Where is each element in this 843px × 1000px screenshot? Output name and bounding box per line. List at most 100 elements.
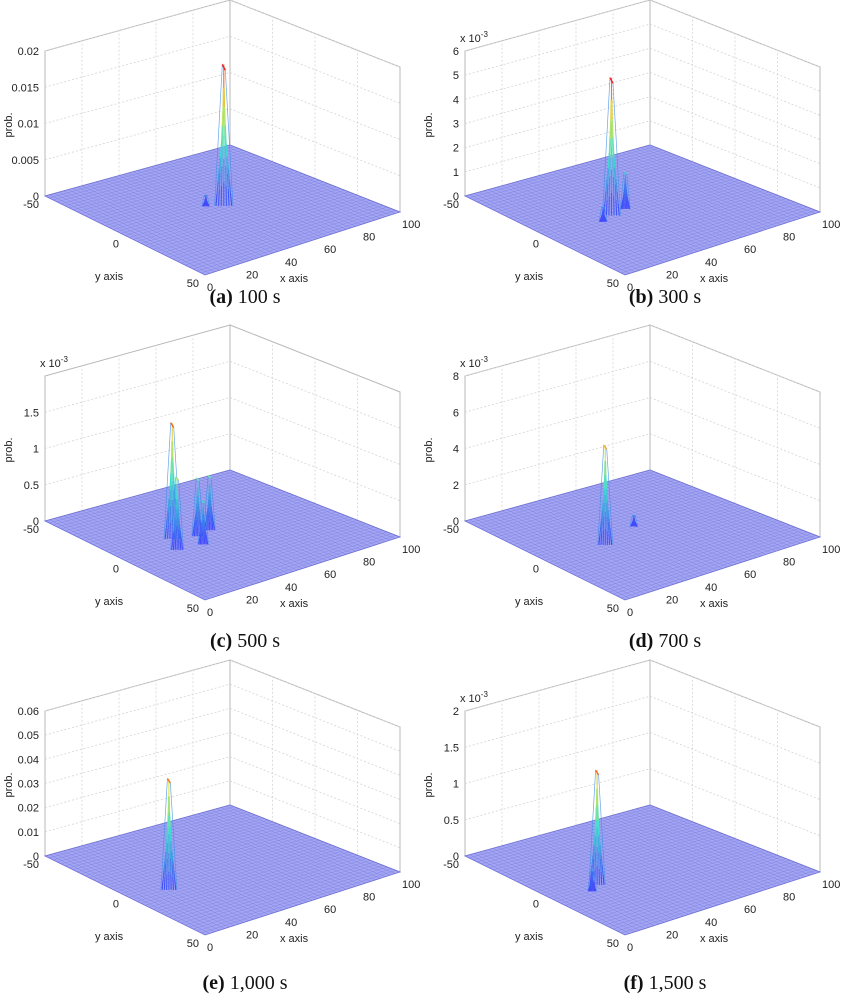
- z-tick-label: 6: [453, 46, 459, 58]
- z-tick-label: 0: [33, 516, 39, 528]
- z-tick-label: 4: [453, 94, 459, 106]
- panel-label: (e): [202, 972, 225, 994]
- x-tick-label: 40: [705, 257, 717, 269]
- y-tick-label: 0: [113, 239, 119, 251]
- x-tick-label: 60: [744, 244, 756, 256]
- y-tick-label: 0: [113, 564, 119, 576]
- z-gridline: [464, 23, 821, 92]
- x-tick-label: 20: [666, 594, 678, 606]
- x-axis-label: x axis: [700, 598, 729, 610]
- x-tick-label: 20: [666, 929, 678, 941]
- y-tick-label: 50: [187, 603, 199, 615]
- x-tick-label: 80: [783, 892, 795, 904]
- surface-plot-e: 0 0.01 0.02 0.03 0.04 0.05 0.06 0 20 40 60 80 100 -50…: [3, 659, 420, 954]
- z-tick-label: 0.05: [18, 730, 39, 742]
- y-tick-label: 50: [187, 938, 199, 950]
- x-tick-label: 20: [246, 929, 258, 941]
- y-tick-label: -50: [23, 859, 39, 871]
- peak: [588, 769, 606, 885]
- x-tick-label: 100: [822, 219, 840, 231]
- panel-label: (f): [623, 972, 644, 994]
- x-tick-label: 80: [783, 232, 795, 244]
- peak: [587, 868, 597, 892]
- z-axis-label: prob.: [423, 437, 435, 462]
- z-gridline: [44, 397, 401, 465]
- z-tick-label: 5: [453, 70, 459, 82]
- x-tick-label: 60: [324, 244, 336, 256]
- panel-caption: (b) 300 s: [515, 286, 815, 309]
- peak: [620, 172, 631, 210]
- z-exponent-label: x 10-3: [460, 690, 488, 705]
- x-axis-label: x axis: [700, 273, 729, 285]
- x-tick-label: 80: [363, 232, 375, 244]
- z-gridline: [464, 397, 821, 465]
- z-exponent-label: x 10-3: [40, 355, 68, 370]
- panel-time: 100 s: [232, 286, 281, 308]
- x-axis-label: x axis: [280, 598, 309, 610]
- z-gridline: [464, 732, 821, 800]
- z-tick-label: 1: [33, 444, 39, 456]
- z-tick-label: 0.03: [18, 779, 39, 791]
- z-tick-label: 1.5: [444, 742, 459, 754]
- y-axis-label: y axis: [95, 271, 124, 283]
- z-exponent-label: x 10-3: [460, 30, 488, 45]
- surface-mesh: [48, 146, 396, 274]
- peak: [602, 76, 621, 216]
- z-tick-label: 0.5: [444, 815, 459, 827]
- x-tick-label: 100: [402, 544, 420, 556]
- x-tick-label: 20: [246, 594, 258, 606]
- x-tick-label: 0: [627, 607, 633, 619]
- z-gridline: [44, 659, 401, 728]
- x-tick-label: 100: [822, 879, 840, 891]
- z-gridline: [464, 433, 821, 502]
- z-tick-label: 3: [453, 119, 459, 131]
- z-gridline: [464, 47, 821, 116]
- peak: [629, 514, 639, 527]
- z-tick-label: 0: [453, 851, 459, 863]
- x-tick-label: 100: [822, 544, 840, 556]
- z-gridline: [464, 72, 821, 140]
- x-axis-label: x axis: [280, 273, 309, 285]
- z-axis-label: prob.: [423, 112, 435, 137]
- z-gridline: [464, 0, 821, 68]
- surface-mesh: [48, 806, 396, 934]
- z-tick-label: 2: [453, 143, 459, 155]
- y-tick-label: 50: [187, 278, 199, 290]
- z-tick-label: 0: [33, 191, 39, 203]
- x-tick-label: 80: [783, 557, 795, 569]
- surface-mesh: [468, 146, 816, 274]
- z-tick-label: 0.01: [18, 119, 39, 131]
- x-tick-label: 60: [324, 569, 336, 581]
- x-tick-label: 60: [744, 569, 756, 581]
- peak: [170, 476, 184, 550]
- x-tick-label: 60: [324, 904, 336, 916]
- z-tick-label: 2: [453, 706, 459, 718]
- y-tick-label: 50: [607, 278, 619, 290]
- panel-label: (c): [210, 630, 233, 652]
- z-tick-label: 0: [33, 851, 39, 863]
- z-tick-label: 0.06: [18, 706, 39, 718]
- x-tick-label: 80: [363, 892, 375, 904]
- y-tick-label: 0: [533, 239, 539, 251]
- z-tick-label: 1: [453, 167, 459, 179]
- z-tick-label: 0: [453, 516, 459, 528]
- z-exponent-label: x 10-3: [460, 355, 488, 370]
- y-tick-label: -50: [443, 859, 459, 871]
- z-gridline: [44, 707, 401, 776]
- panel-label: (d): [628, 630, 654, 652]
- panel-time: 1,500 s: [643, 972, 707, 994]
- z-gridline: [44, 433, 401, 502]
- peak: [597, 444, 614, 545]
- panel-caption: (a) 100 s: [95, 286, 395, 309]
- x-tick-label: 40: [285, 917, 297, 929]
- y-tick-label: -50: [443, 524, 459, 536]
- x-tick-label: 40: [285, 257, 297, 269]
- z-tick-label: 0.02: [18, 46, 39, 58]
- z-tick-label: 0.04: [18, 754, 39, 766]
- surface-mesh: [468, 806, 816, 934]
- panel-time: 1,000 s: [224, 972, 288, 994]
